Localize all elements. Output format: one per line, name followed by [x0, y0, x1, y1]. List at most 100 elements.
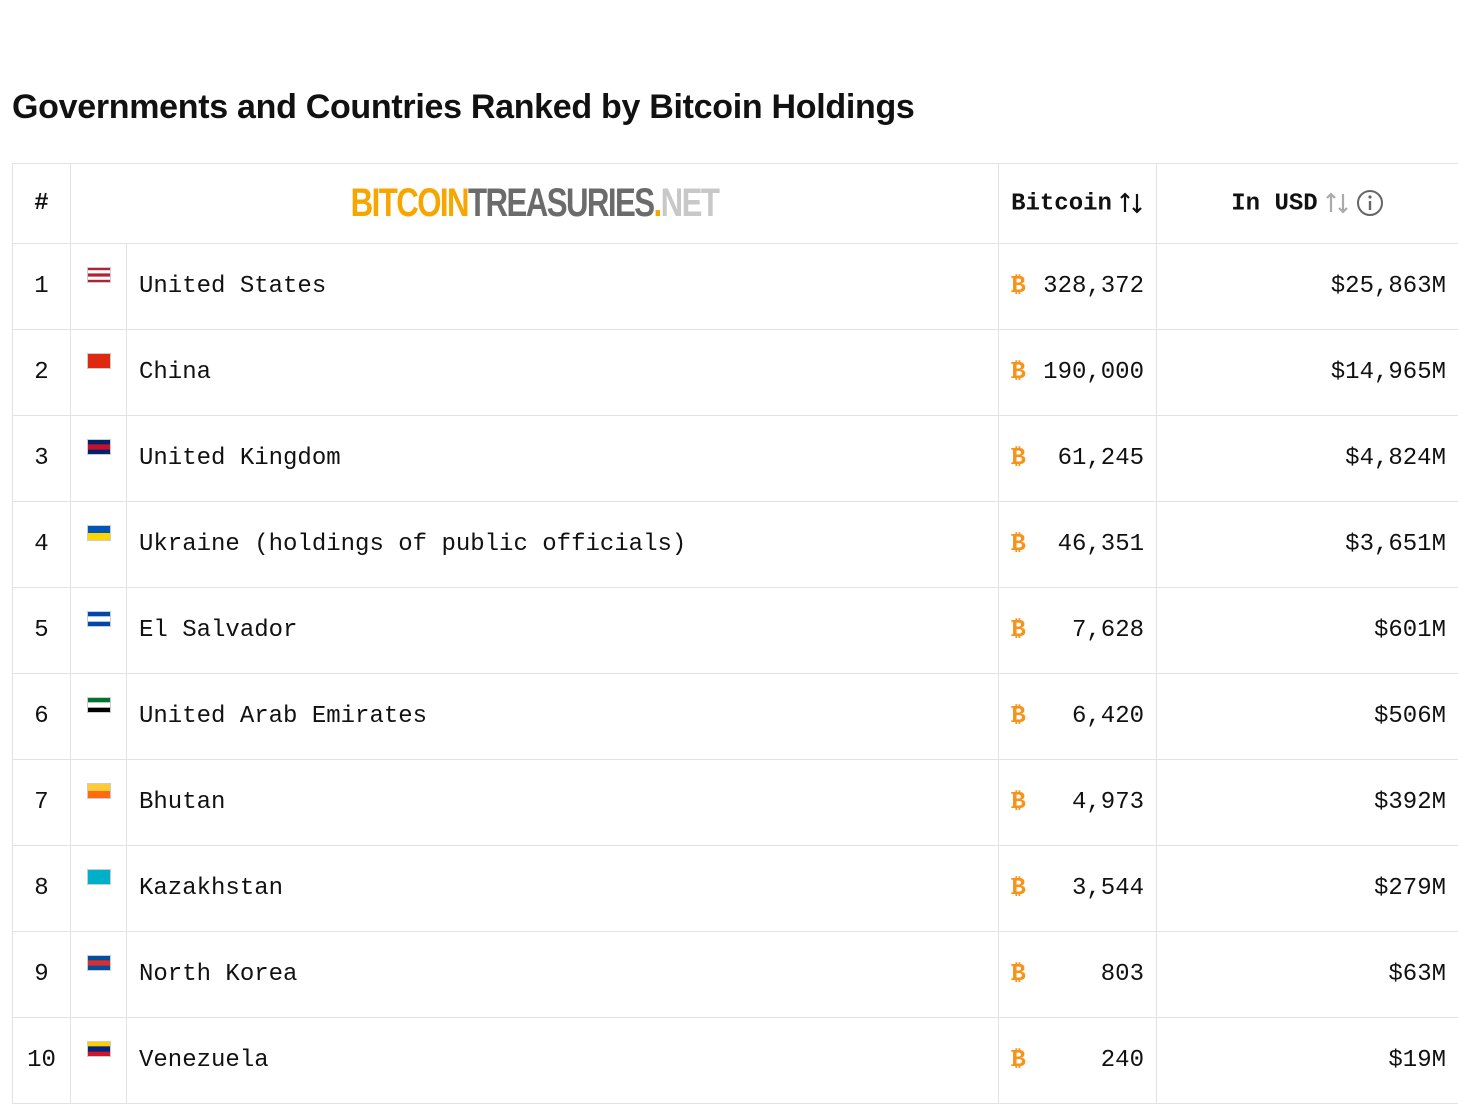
btc-symbol: ₿ [1011, 445, 1025, 472]
btc-symbol: ₿ [1011, 617, 1025, 644]
flag-icon [87, 869, 111, 885]
info-icon[interactable] [1356, 189, 1384, 217]
page: Governments and Countries Ranked by Bitc… [0, 0, 1458, 904]
logo-part: TREASURIES [468, 181, 653, 225]
name-cell: China [127, 330, 999, 416]
table-header: # BITCOINTREASURIES.NET Bitcoin In USD [13, 164, 1458, 244]
btc-symbol: ₿ [1011, 703, 1025, 730]
btc-symbol: ₿ [1011, 961, 1025, 988]
bitcoin-amount: 803 [1101, 961, 1144, 988]
sort-icon [1324, 190, 1350, 216]
name-cell: North Korea [127, 932, 999, 1018]
bitcoin-cell: ₿ 61,245 [999, 416, 1157, 502]
page-title: Governments and Countries Ranked by Bitc… [12, 88, 915, 127]
usd-cell: $14,965M [1157, 330, 1458, 416]
bitcoin-cell: ₿ 7,628 [999, 588, 1157, 674]
flag-icon [87, 1041, 111, 1057]
usd-cell: $25,863M [1157, 244, 1458, 330]
flag-icon [87, 525, 111, 541]
rank-cell: 10 [13, 1018, 71, 1104]
usd-header[interactable]: In USD [1157, 164, 1458, 244]
flag-icon [87, 697, 111, 713]
btc-symbol: ₿ [1011, 531, 1025, 558]
rank-cell: 9 [13, 932, 71, 1018]
table-row: 1 United States ₿ 328,372 $25,863M [13, 244, 1458, 330]
flag-cell [71, 244, 127, 330]
flag-icon [87, 611, 111, 627]
name-cell: Kazakhstan [127, 846, 999, 932]
usd-cell: $63M [1157, 932, 1458, 1018]
bitcoin-amount: 3,544 [1072, 875, 1144, 902]
header-label: In USD [1231, 191, 1317, 218]
bitcoin-amount: 61,245 [1058, 445, 1144, 472]
table-row: 5 El Salvador ₿ 7,628 $601M [13, 588, 1458, 674]
name-cell: Bhutan [127, 760, 999, 846]
table-row: 9 North Korea ₿ 803 $63M [13, 932, 1458, 1018]
bitcoin-amount: 7,628 [1072, 617, 1144, 644]
flag-cell [71, 932, 127, 1018]
usd-cell: $3,651M [1157, 502, 1458, 588]
name-cell: El Salvador [127, 588, 999, 674]
bitcoin-cell: ₿ 190,000 [999, 330, 1157, 416]
table-row: 6 United Arab Emirates ₿ 6,420 $506M [13, 674, 1458, 760]
btc-symbol: ₿ [1011, 875, 1025, 902]
usd-cell: $506M [1157, 674, 1458, 760]
bitcoin-amount: 46,351 [1058, 531, 1144, 558]
btc-symbol: ₿ [1011, 1047, 1025, 1074]
bitcoin-cell: ₿ 240 [999, 1018, 1157, 1104]
bitcoin-amount: 240 [1101, 1047, 1144, 1074]
header-label: Bitcoin [1011, 190, 1112, 217]
logo: BITCOINTREASURIES.NET [182, 181, 886, 226]
flag-cell [71, 674, 127, 760]
btc-symbol: ₿ [1011, 789, 1025, 816]
logo-part: BITCOIN [351, 181, 468, 225]
flag-cell [71, 1018, 127, 1104]
flag-icon [87, 439, 111, 455]
name-cell: Venezuela [127, 1018, 999, 1104]
usd-cell: $19M [1157, 1018, 1458, 1104]
bitcoin-cell: ₿ 46,351 [999, 502, 1157, 588]
flag-cell [71, 502, 127, 588]
rank-cell: 1 [13, 244, 71, 330]
name-cell: United States [127, 244, 999, 330]
logo-part: NET [661, 181, 719, 225]
bitcoin-amount: 190,000 [1043, 359, 1144, 386]
name-cell: United Kingdom [127, 416, 999, 502]
rank-cell: 5 [13, 588, 71, 674]
usd-cell: $4,824M [1157, 416, 1458, 502]
flag-icon [87, 267, 111, 283]
holdings-table: # BITCOINTREASURIES.NET Bitcoin In USD 1… [12, 163, 1458, 1104]
rank-header: # [13, 164, 71, 244]
table-row: 7 Bhutan ₿ 4,973 $392M [13, 760, 1458, 846]
btc-symbol: ₿ [1011, 359, 1025, 386]
rank-cell: 8 [13, 846, 71, 932]
bitcoin-amount: 6,420 [1072, 703, 1144, 730]
bitcoin-cell: ₿ 328,372 [999, 244, 1157, 330]
flag-cell [71, 760, 127, 846]
name-cell: United Arab Emirates [127, 674, 999, 760]
usd-cell: $601M [1157, 588, 1458, 674]
rank-cell: 2 [13, 330, 71, 416]
bitcoin-amount: 328,372 [1043, 273, 1144, 300]
bitcoin-cell: ₿ 803 [999, 932, 1157, 1018]
name-cell: Ukraine (holdings of public officials) [127, 502, 999, 588]
sort-icon [1118, 190, 1144, 216]
flag-icon [87, 955, 111, 971]
table-body: 1 United States ₿ 328,372 $25,863M 2 China ₿ 190… [13, 244, 1458, 1104]
rank-cell: 7 [13, 760, 71, 846]
rank-cell: 6 [13, 674, 71, 760]
flag-icon [87, 353, 111, 369]
rank-cell: 4 [13, 502, 71, 588]
bitcoin-header[interactable]: Bitcoin [999, 164, 1157, 244]
btc-symbol: ₿ [1011, 273, 1025, 300]
bitcoin-amount: 4,973 [1072, 789, 1144, 816]
bitcoin-cell: ₿ 3,544 [999, 846, 1157, 932]
flag-cell [71, 846, 127, 932]
table-row: 2 China ₿ 190,000 $14,965M [13, 330, 1458, 416]
bitcoin-cell: ₿ 6,420 [999, 674, 1157, 760]
usd-cell: $392M [1157, 760, 1458, 846]
flag-cell [71, 416, 127, 502]
